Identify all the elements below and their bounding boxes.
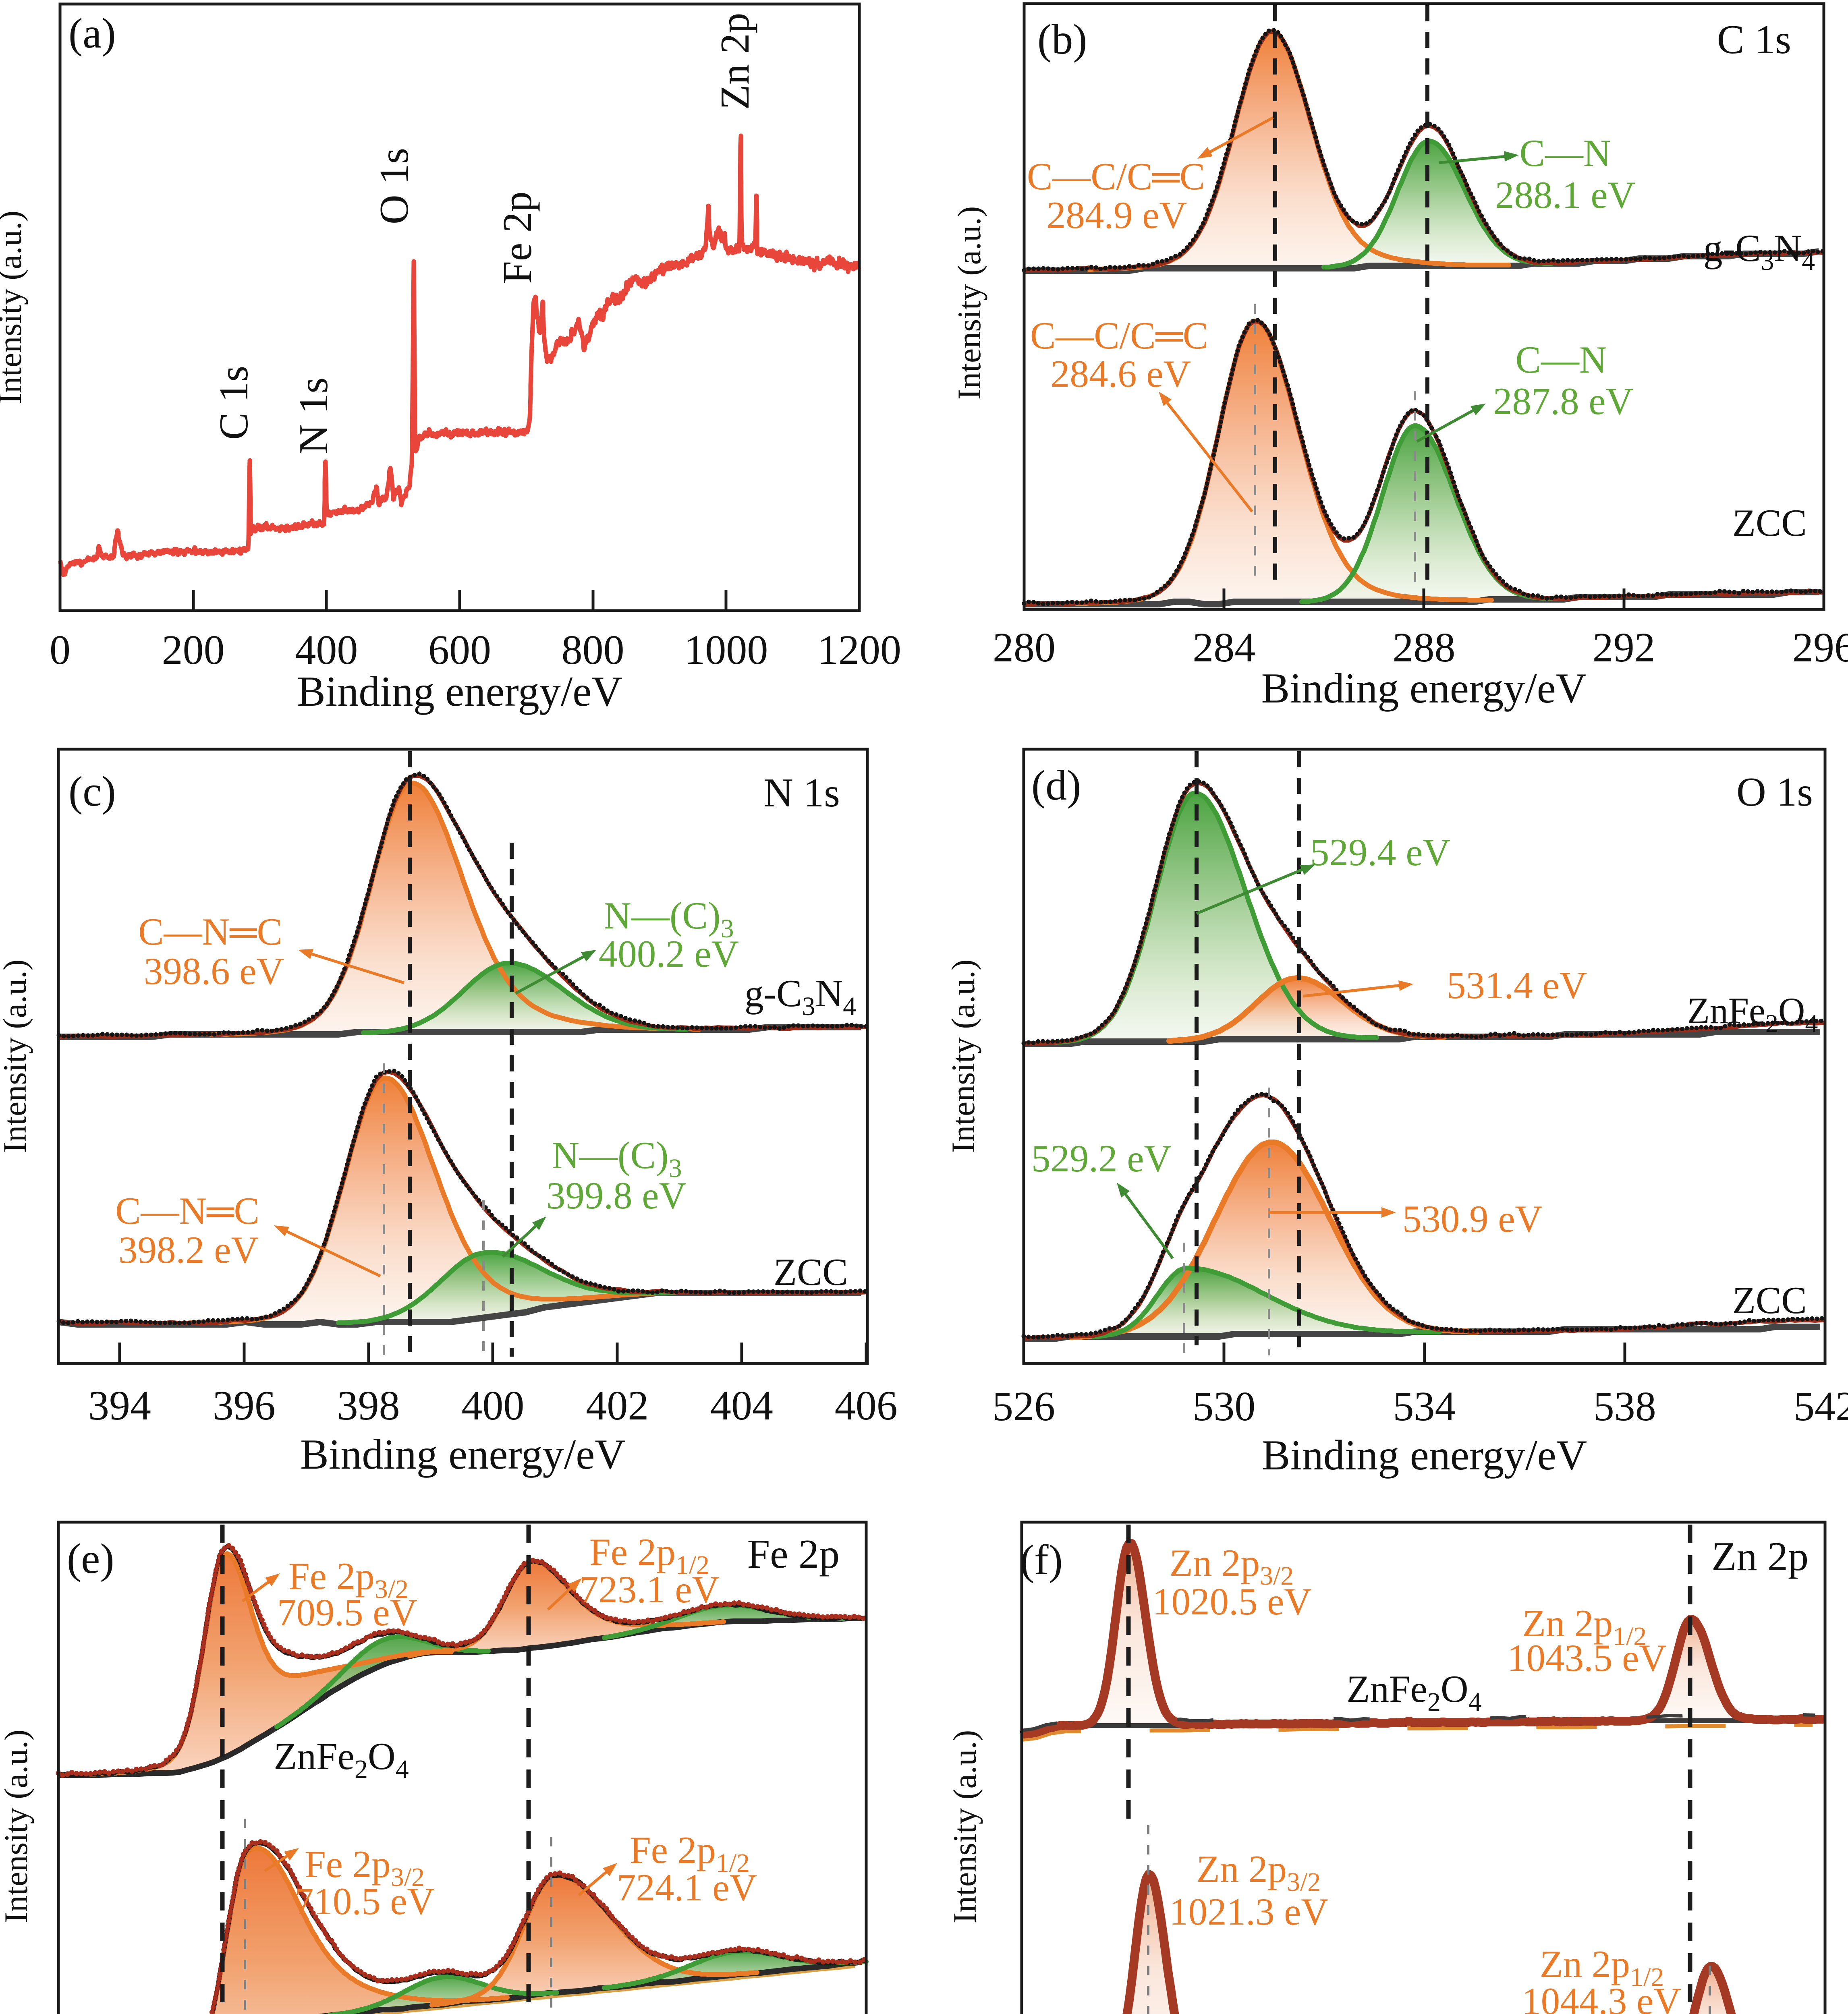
svg-text:288.1 eV: 288.1 eV bbox=[1495, 174, 1635, 216]
svg-text:N—(C)3​: N—(C)3​ bbox=[552, 1134, 682, 1183]
svg-text:400.2 eV: 400.2 eV bbox=[599, 932, 739, 975]
svg-text:Intensity (a.u.): Intensity (a.u.) bbox=[951, 206, 987, 400]
svg-text:531.4 eV: 531.4 eV bbox=[1447, 964, 1587, 1007]
svg-text:399.8 eV: 399.8 eV bbox=[546, 1174, 687, 1217]
svg-text:404: 404 bbox=[710, 1382, 773, 1429]
svg-text:406: 406 bbox=[835, 1382, 898, 1429]
svg-text:709.5 eV: 709.5 eV bbox=[277, 1591, 417, 1634]
svg-text:800: 800 bbox=[562, 627, 624, 673]
svg-text:400: 400 bbox=[461, 1382, 524, 1429]
svg-text:0: 0 bbox=[50, 627, 71, 673]
svg-text:C—N═C: C—N═C bbox=[138, 910, 282, 953]
svg-text:C—N: C—N bbox=[1520, 132, 1611, 174]
svg-text:ZCC: ZCC bbox=[1732, 501, 1807, 544]
svg-text:280: 280 bbox=[993, 624, 1056, 671]
svg-text:1043.5 eV: 1043.5 eV bbox=[1507, 1637, 1667, 1679]
svg-text:724.1 eV: 724.1 eV bbox=[617, 1866, 757, 1909]
svg-text:N 1s: N 1s bbox=[291, 377, 336, 454]
svg-text:Fe 2p: Fe 2p bbox=[747, 1531, 840, 1577]
svg-text:1200: 1200 bbox=[817, 627, 901, 673]
svg-text:N 1s: N 1s bbox=[763, 770, 840, 816]
svg-text:530: 530 bbox=[1193, 1383, 1255, 1430]
svg-text:284.6 eV: 284.6 eV bbox=[1051, 352, 1191, 395]
svg-text:529.4 eV: 529.4 eV bbox=[1310, 831, 1450, 874]
svg-text:(f): (f) bbox=[1020, 1536, 1063, 1583]
svg-text:542: 542 bbox=[1794, 1383, 1848, 1430]
svg-text:ZnFe2​O4​: ZnFe2​O4​ bbox=[1687, 990, 1818, 1038]
svg-text:529.2 eV: 529.2 eV bbox=[1031, 1137, 1172, 1180]
svg-text:534: 534 bbox=[1393, 1383, 1456, 1430]
svg-text:600: 600 bbox=[428, 627, 491, 673]
svg-text:ZnFe2​O4​: ZnFe2​O4​ bbox=[1346, 1668, 1481, 1717]
svg-text:(e): (e) bbox=[67, 1535, 114, 1582]
svg-text:Intensity (a.u.): Intensity (a.u.) bbox=[0, 959, 33, 1153]
svg-text:(d): (d) bbox=[1031, 762, 1081, 809]
svg-text:296: 296 bbox=[1792, 624, 1848, 671]
svg-text:526: 526 bbox=[992, 1383, 1055, 1430]
svg-text:Binding energy/eV: Binding energy/eV bbox=[1262, 1432, 1587, 1479]
svg-text:C 1s: C 1s bbox=[1717, 17, 1791, 62]
svg-text:723.1 eV: 723.1 eV bbox=[579, 1568, 720, 1611]
svg-text:O 1s: O 1s bbox=[1736, 769, 1813, 815]
svg-text:288: 288 bbox=[1393, 624, 1456, 671]
svg-text:1021.3 eV: 1021.3 eV bbox=[1169, 1890, 1329, 1933]
svg-text:400: 400 bbox=[295, 627, 358, 673]
svg-text:538: 538 bbox=[1593, 1383, 1656, 1430]
svg-text:g-C3​N4​: g-C3​N4​ bbox=[1703, 227, 1815, 276]
svg-text:O 1s: O 1s bbox=[371, 148, 417, 224]
svg-text:396: 396 bbox=[213, 1382, 276, 1429]
svg-text:1020.5 eV: 1020.5 eV bbox=[1152, 1580, 1312, 1623]
svg-text:1044.3 eV: 1044.3 eV bbox=[1522, 1980, 1681, 2014]
svg-text:Intensity (a.u.): Intensity (a.u.) bbox=[0, 211, 28, 404]
svg-text:C—N═C: C—N═C bbox=[115, 1189, 259, 1232]
svg-text:g-C3​N4​: g-C3​N4​ bbox=[745, 972, 856, 1021]
svg-text:398.6 eV: 398.6 eV bbox=[144, 950, 284, 992]
svg-text:N—(C)3​: N—(C)3​ bbox=[604, 894, 734, 943]
svg-text:398: 398 bbox=[337, 1382, 400, 1429]
svg-text:C—C/C═C: C—C/C═C bbox=[1027, 155, 1205, 198]
svg-text:394: 394 bbox=[88, 1382, 151, 1429]
svg-text:530.9 eV: 530.9 eV bbox=[1402, 1198, 1543, 1240]
svg-text:Intensity (a.u.): Intensity (a.u.) bbox=[945, 959, 981, 1153]
svg-text:C—N: C—N bbox=[1516, 338, 1607, 381]
svg-text:710.5 eV: 710.5 eV bbox=[295, 1880, 435, 1923]
svg-text:200: 200 bbox=[162, 627, 225, 673]
svg-text:292: 292 bbox=[1593, 624, 1655, 671]
svg-text:C—C/C═C: C—C/C═C bbox=[1030, 314, 1208, 357]
svg-text:284: 284 bbox=[1193, 624, 1255, 671]
svg-text:Intensity (a.u.): Intensity (a.u.) bbox=[946, 1730, 983, 1923]
svg-text:Binding energy/eV: Binding energy/eV bbox=[1261, 665, 1587, 712]
svg-text:Binding energy/eV: Binding energy/eV bbox=[297, 668, 622, 715]
svg-text:Zn 2p: Zn 2p bbox=[1711, 1534, 1809, 1579]
svg-text:Binding energy/eV: Binding energy/eV bbox=[300, 1431, 626, 1478]
svg-text:Zn 2p: Zn 2p bbox=[712, 13, 758, 110]
svg-text:(a): (a) bbox=[68, 10, 116, 57]
svg-text:287.8 eV: 287.8 eV bbox=[1493, 380, 1633, 423]
svg-text:Fe 2p: Fe 2p bbox=[495, 191, 540, 284]
svg-text:402: 402 bbox=[586, 1382, 649, 1429]
svg-text:(c): (c) bbox=[68, 768, 116, 815]
svg-text:1000: 1000 bbox=[684, 627, 768, 673]
svg-text:ZCC: ZCC bbox=[774, 1251, 848, 1293]
svg-text:398.2 eV: 398.2 eV bbox=[118, 1229, 259, 1271]
svg-text:ZnFe2​O4​: ZnFe2​O4​ bbox=[274, 1735, 409, 1784]
svg-text:284.9 eV: 284.9 eV bbox=[1047, 194, 1187, 236]
svg-text:ZCC: ZCC bbox=[1732, 1279, 1807, 1322]
svg-text:(b): (b) bbox=[1037, 16, 1087, 63]
svg-text:C 1s: C 1s bbox=[211, 366, 257, 440]
svg-text:Intensity (a.u.): Intensity (a.u.) bbox=[0, 1730, 34, 1923]
